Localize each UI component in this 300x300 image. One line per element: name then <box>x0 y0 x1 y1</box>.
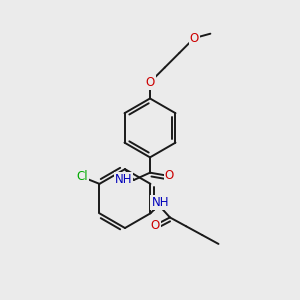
Text: Cl: Cl <box>76 170 88 183</box>
Text: NH: NH <box>115 173 132 186</box>
Text: O: O <box>151 219 160 232</box>
Text: O: O <box>190 32 199 45</box>
Text: O: O <box>165 169 174 182</box>
Text: NH: NH <box>152 196 169 209</box>
Text: O: O <box>146 76 154 89</box>
